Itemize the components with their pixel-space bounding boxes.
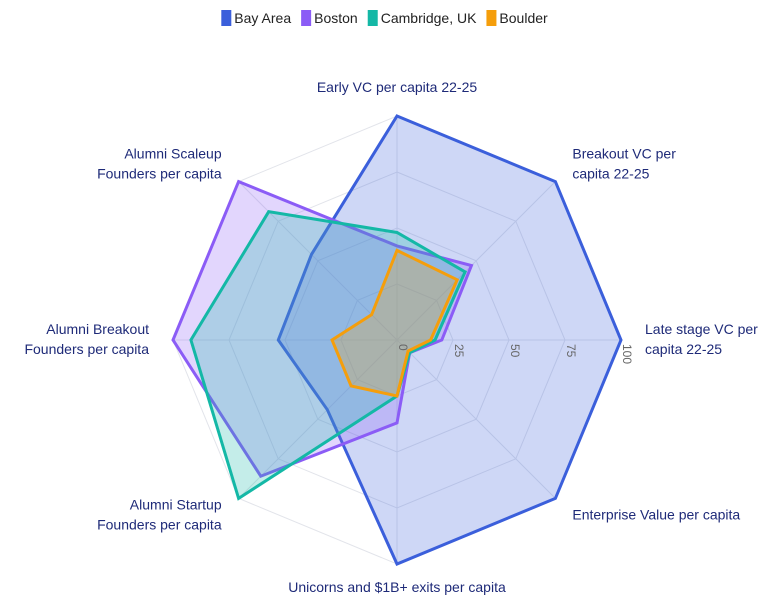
legend-swatch <box>221 10 232 26</box>
legend-label: Bay Area <box>234 10 291 26</box>
label-line: Alumni Scaleup <box>124 146 221 162</box>
label-line: Breakout VC per <box>572 146 676 162</box>
label-line: capita 22-25 <box>645 341 722 357</box>
legend-label: Boulder <box>499 10 548 26</box>
legend-label: Cambridge, UK <box>381 10 477 26</box>
axis-label: Alumni Startup Founders per capita <box>97 496 222 532</box>
r-tick-label: 25 <box>452 344 466 358</box>
axis-label: Alumni Breakout Founders per capita <box>24 321 149 357</box>
spoke <box>238 339 398 499</box>
axis-label: Breakout VC per capita 22-25 <box>572 146 676 182</box>
label-line: Founders per capita <box>97 166 222 182</box>
legend-swatch <box>367 10 378 26</box>
label-line: capita 22-25 <box>572 166 649 182</box>
series-area <box>171 179 474 479</box>
legend-swatch <box>486 10 497 26</box>
label-line: Early VC per capita 22-25 <box>317 79 478 95</box>
axis-label: Late stage VC per capita 22-25 <box>645 321 758 357</box>
label-line: Enterprise Value per capita <box>572 506 740 522</box>
axis-label: Unicorns and $1B+ exits per capita <box>288 579 506 595</box>
r-tick-label: 75 <box>564 344 578 358</box>
axis-label: Alumni Scaleup Founders per capita <box>97 146 222 182</box>
spoke <box>396 181 556 341</box>
legend-label: Boston <box>314 10 358 26</box>
series-area <box>330 248 460 398</box>
spoke <box>396 339 556 499</box>
axis-label: Enterprise Value per capita <box>572 506 740 522</box>
r-tick-label: 50 <box>508 344 522 358</box>
legend: Bay Area Boston Cambridge, UK Boulder <box>221 10 548 26</box>
legend-swatch <box>301 10 312 26</box>
r-tick-label: 0 <box>396 344 410 351</box>
label-line: Founders per capita <box>97 516 222 532</box>
label-line: Alumni Startup <box>130 496 222 512</box>
label-line: Unicorns and $1B+ exits per capita <box>288 579 506 595</box>
label-line: Founders per capita <box>24 341 149 357</box>
r-tick-label: 100 <box>620 344 634 364</box>
label-line: Late stage VC per <box>645 321 758 337</box>
label-line: Alumni Breakout <box>46 321 149 337</box>
axis-label: Early VC per capita 22-25 <box>317 79 478 95</box>
